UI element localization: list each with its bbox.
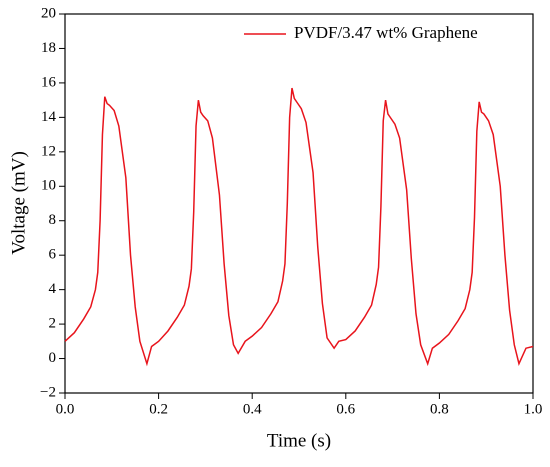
y-tick-label: 20 — [41, 5, 56, 21]
y-tick-label: 8 — [49, 212, 57, 228]
y-tick-label: 10 — [41, 178, 56, 194]
x-tick-label: 0.0 — [56, 401, 75, 417]
y-axis-label: Voltage (mV) — [8, 151, 29, 255]
x-tick-label: 1.0 — [524, 401, 543, 417]
y-tick-label: 18 — [41, 40, 56, 56]
y-tick-label: −2 — [40, 384, 56, 400]
legend-label: PVDF/3.47 wt% Graphene — [294, 23, 478, 42]
y-tick-label: 12 — [41, 143, 56, 159]
x-tick-label: 0.2 — [149, 401, 168, 417]
x-tick-label: 0.4 — [243, 401, 262, 417]
x-axis-label: Time (s) — [267, 430, 331, 451]
x-tick-label: 0.8 — [430, 401, 449, 417]
y-tick-label: 14 — [41, 109, 57, 125]
y-tick-label: 16 — [41, 74, 57, 90]
y-tick-label: 4 — [49, 281, 57, 297]
plot-frame — [64, 13, 534, 394]
x-tick-label: 0.6 — [336, 401, 355, 417]
y-tick-label: 6 — [49, 247, 57, 263]
y-tick-label: 0 — [49, 350, 57, 366]
y-tick-label: 2 — [49, 316, 57, 332]
data-line — [64, 87, 534, 367]
